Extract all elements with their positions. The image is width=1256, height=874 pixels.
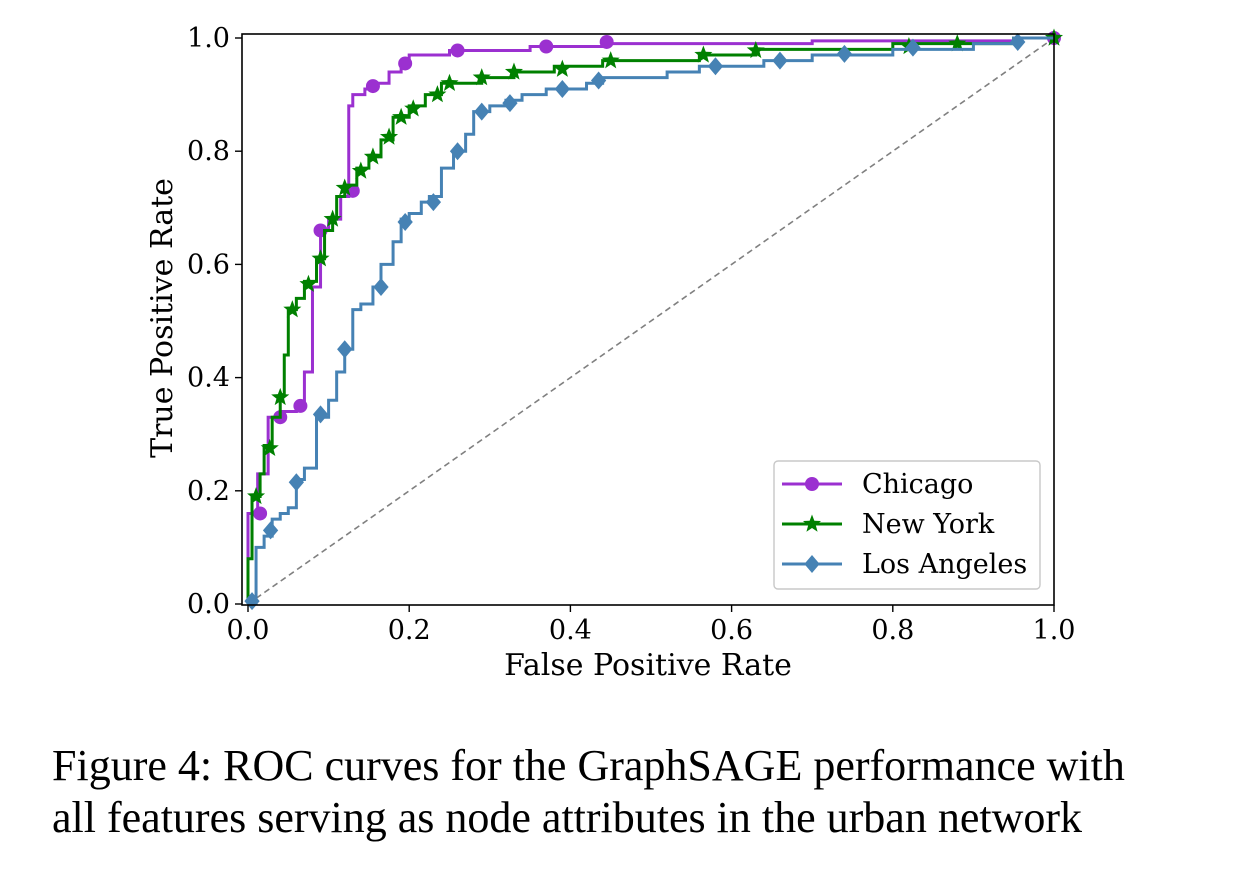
legend: Chicago New York Los Angeles [773, 460, 1041, 590]
x-tick-label: 0.2 [388, 615, 431, 646]
y-axis: 0.0 0.2 0.4 0.6 0.8 1.0 [187, 23, 242, 620]
data-point-new-york [299, 274, 318, 292]
data-point-chicago [539, 39, 554, 54]
legend-marker-los-angeles [804, 555, 820, 573]
data-point-los-angeles [1010, 32, 1026, 51]
x-tick-label: 0.4 [549, 615, 592, 646]
data-point-new-york [428, 85, 447, 103]
series-new-york [246, 28, 1064, 604]
figure-caption: Figure 4: ROC curves for the GraphSAGE p… [52, 740, 1242, 844]
data-point-los-angeles [772, 51, 788, 70]
data-point-new-york [323, 209, 342, 227]
y-tick-label: 0.4 [187, 363, 230, 394]
legend-label: Chicago [862, 469, 973, 500]
data-point-los-angeles [449, 142, 466, 161]
data-point-new-york [260, 438, 279, 457]
data-point-los-angeles [425, 193, 442, 212]
data-point-chicago [293, 398, 308, 413]
legend-marker-new-york [802, 514, 822, 532]
series-los-angeles [244, 32, 1054, 611]
data-point-los-angeles [397, 212, 413, 231]
series-line-new-york [246, 36, 1054, 604]
data-point-los-angeles [312, 405, 329, 424]
data-point-new-york [392, 107, 411, 125]
data-point-new-york [311, 249, 330, 267]
y-axis-label: True Positive Rate [145, 178, 180, 458]
plot-frame [241, 33, 1055, 606]
legend-item-new-york: New York [782, 509, 995, 540]
data-point-new-york [335, 178, 354, 196]
data-point-new-york [504, 62, 524, 80]
series-layer [244, 28, 1064, 611]
caption-line-1: Figure 4: ROC curves for the GraphSAGE p… [52, 741, 1125, 790]
legend-frame [773, 460, 1041, 590]
data-point-chicago [365, 79, 380, 94]
data-point-chicago [599, 34, 614, 49]
data-point-los-angeles [288, 473, 305, 492]
data-point-new-york [404, 99, 423, 117]
data-point-new-york [472, 68, 491, 86]
data-point-los-angeles [554, 79, 570, 98]
x-axis-label: False Positive Rate [504, 648, 792, 683]
legend-label: Los Angeles [862, 549, 1027, 580]
data-point-new-york [694, 45, 713, 63]
x-tick-label: 0.0 [227, 615, 270, 646]
data-point-new-york [601, 51, 620, 69]
roc-chart: 0.0 0.2 0.4 0.6 0.8 1.0 0.0 0.2 0.4 0.6 0.8 1.0 Fa… [145, 23, 1076, 683]
plot-area [241, 28, 1064, 611]
data-point-new-york [271, 387, 290, 406]
legend-marker-chicago [805, 477, 819, 491]
data-point-new-york [247, 486, 266, 505]
data-point-new-york [351, 161, 370, 179]
x-tick-label: 0.6 [710, 615, 753, 646]
data-point-new-york [948, 34, 967, 52]
data-point-los-angeles [707, 57, 724, 76]
data-point-new-york [363, 147, 382, 165]
data-point-los-angeles [337, 340, 353, 359]
series-chicago [246, 31, 1061, 604]
data-point-new-york [746, 40, 765, 59]
y-tick-label: 0.2 [187, 476, 230, 507]
data-point-los-angeles [905, 38, 921, 57]
data-point-los-angeles [262, 521, 279, 540]
data-point-new-york [553, 59, 572, 77]
data-point-los-angeles [836, 44, 853, 63]
x-tick-label: 1.0 [1033, 615, 1076, 646]
data-point-chicago [253, 506, 268, 521]
data-point-los-angeles [373, 278, 389, 297]
x-tick-label: 0.8 [871, 615, 914, 646]
legend-label: New York [862, 509, 995, 540]
x-axis: 0.0 0.2 0.4 0.6 0.8 1.0 [227, 605, 1076, 646]
caption-line-2: all features serving as node attributes … [52, 793, 1083, 842]
data-point-chicago [398, 56, 413, 71]
data-point-chicago [450, 43, 465, 58]
data-point-los-angeles [474, 102, 490, 121]
series-line-chicago [246, 36, 1054, 604]
legend-item-chicago: Chicago [782, 469, 973, 500]
data-point-new-york [380, 127, 399, 145]
y-tick-label: 0.8 [187, 136, 230, 167]
legend-item-los-angeles: Los Angeles [782, 549, 1027, 580]
data-point-new-york [283, 300, 302, 318]
data-point-los-angeles [590, 71, 607, 90]
y-tick-label: 0.6 [187, 249, 230, 280]
data-point-los-angeles [502, 94, 518, 113]
y-tick-label: 1.0 [187, 23, 230, 54]
data-point-new-york [440, 73, 459, 91]
y-tick-label: 0.0 [187, 589, 230, 620]
reference-diagonal [247, 37, 1055, 605]
